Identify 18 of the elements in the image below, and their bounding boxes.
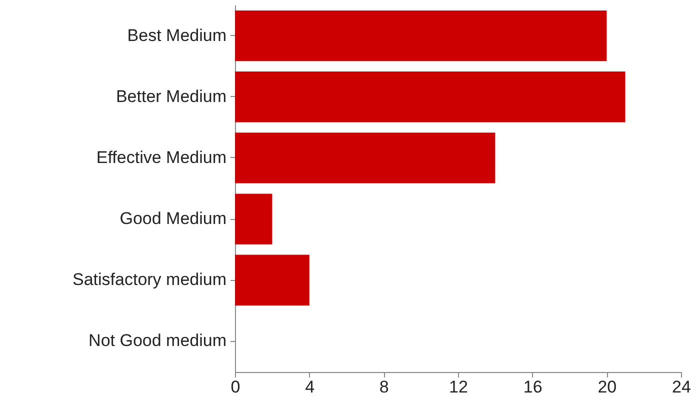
bar <box>235 132 496 184</box>
y-tick-label: Good Medium <box>120 209 226 228</box>
bar <box>235 254 310 306</box>
bar <box>235 72 626 122</box>
x-tick-label: 4 <box>305 378 315 396</box>
x-tick-label: 24 <box>672 378 691 396</box>
y-tick-label: Best Medium <box>127 26 226 45</box>
x-tick-label: 0 <box>230 378 240 396</box>
y-tick-label: Better Medium <box>116 86 226 106</box>
x-tick-label: 12 <box>449 378 468 396</box>
x-tick-label: 8 <box>379 378 389 396</box>
bar <box>235 194 272 244</box>
x-tick-label: 16 <box>523 378 542 396</box>
y-tick-label: Effective Medium <box>96 148 226 167</box>
x-tick-label: 20 <box>598 378 617 396</box>
y-tick-label: Satisfactory medium <box>72 270 226 290</box>
y-tick-label: Not Good medium <box>88 331 226 350</box>
bar <box>235 10 607 62</box>
